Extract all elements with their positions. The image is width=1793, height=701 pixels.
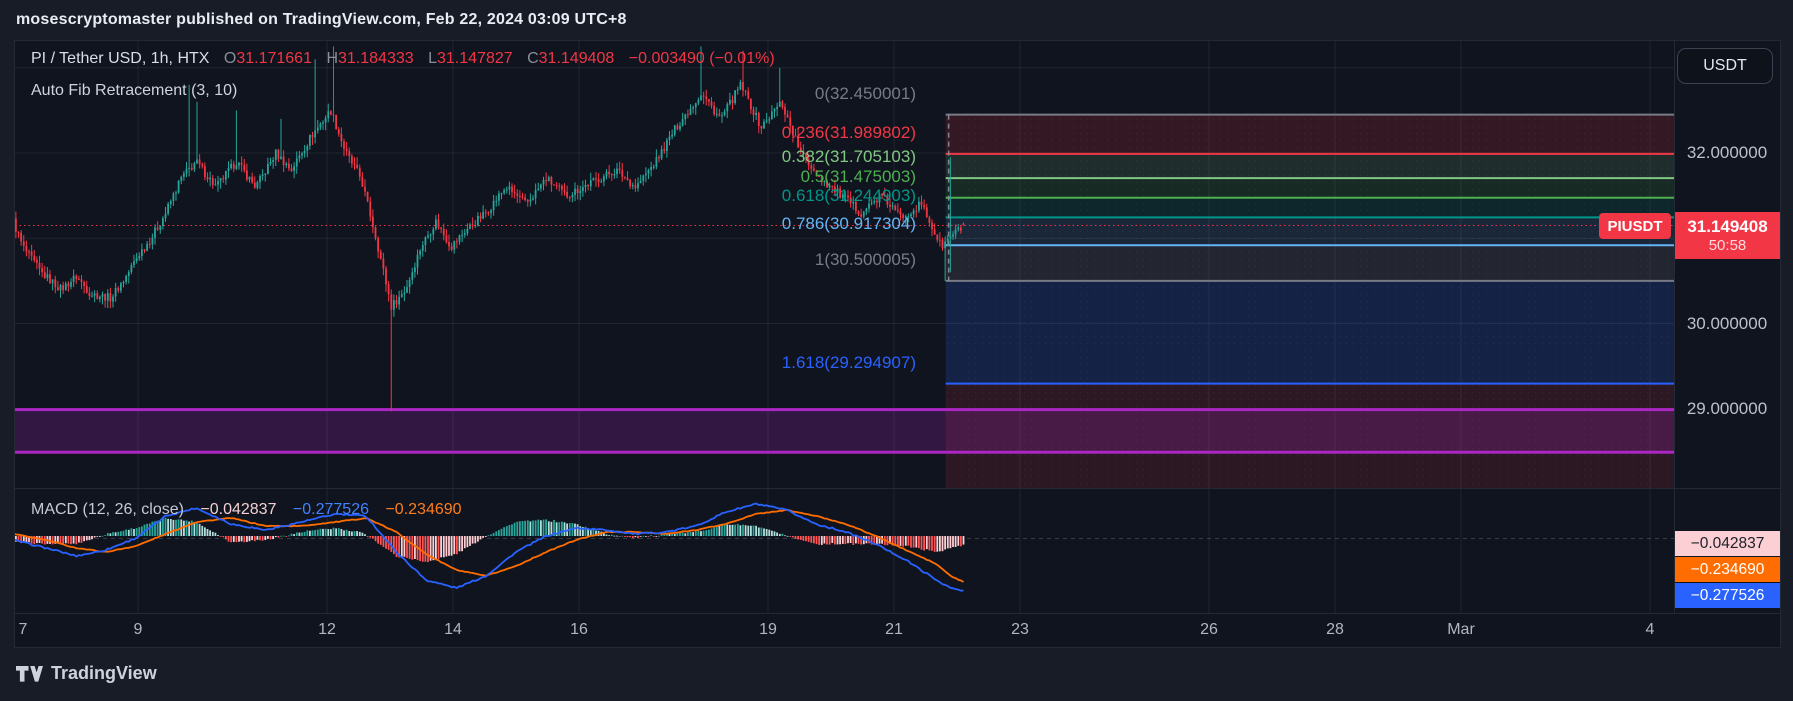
chart-canvas[interactable] bbox=[15, 41, 1780, 647]
candles bbox=[15, 46, 965, 412]
footer: TradingView bbox=[0, 646, 1793, 701]
tradingview-brand-text[interactable]: TradingView bbox=[51, 663, 157, 683]
currency-toggle-button[interactable]: USDT bbox=[1677, 48, 1773, 84]
fib-bands bbox=[945, 114, 1674, 488]
time-axis[interactable] bbox=[15, 613, 1780, 647]
fib-lines bbox=[945, 113, 1674, 385]
price-scale[interactable] bbox=[1674, 41, 1780, 613]
tradingview-logo-icon[interactable] bbox=[16, 665, 43, 682]
macd-main-line bbox=[15, 502, 964, 592]
published-line: mosescryptomaster published on TradingVi… bbox=[16, 11, 627, 28]
macd-pane bbox=[15, 502, 1674, 592]
chart-widget: PI / Tether USD, 1h, HTX O31.171661 H31.… bbox=[14, 40, 1781, 648]
currency-toggle-label: USDT bbox=[1703, 57, 1747, 74]
price-channel bbox=[15, 408, 1674, 454]
attribution-bar: mosescryptomaster published on TradingVi… bbox=[0, 0, 1793, 40]
